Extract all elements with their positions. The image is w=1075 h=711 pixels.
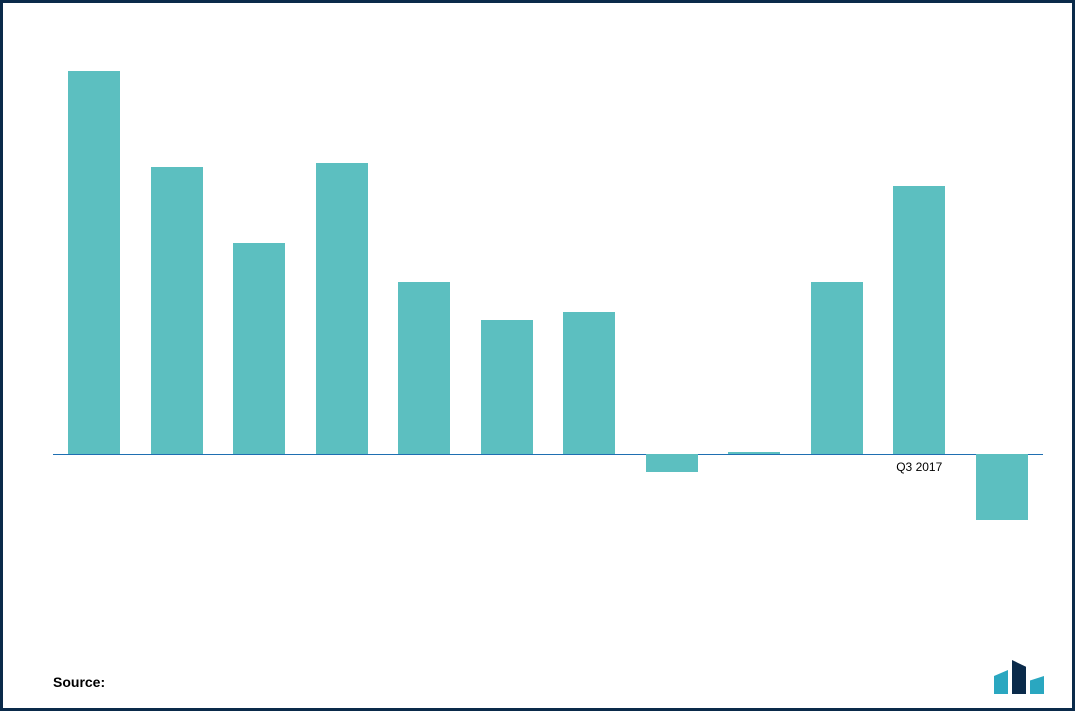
chart-plot-area: Q3 2017 (53, 63, 1043, 523)
logo-bar (994, 670, 1008, 694)
source-label: Source: (53, 674, 105, 690)
chart-bar (481, 320, 533, 454)
chart-bar (316, 163, 368, 454)
chart-bar (398, 282, 450, 454)
chart-bar (646, 454, 698, 472)
chart-x-label: Q3 2017 (896, 460, 942, 474)
logo-bar (1030, 676, 1044, 694)
source-caption: Source: (53, 674, 105, 690)
chart-bar (151, 167, 203, 454)
chart-bar (563, 312, 615, 454)
chart-frame: Q3 2017 Source: (0, 0, 1075, 711)
chart-bar (68, 71, 120, 454)
chart-baseline (53, 454, 1043, 455)
brand-logo (994, 658, 1054, 694)
chart-bar (728, 452, 780, 454)
chart-bar (233, 243, 285, 454)
chart-bar (976, 454, 1028, 520)
chart-bar (811, 282, 863, 454)
logo-bar (1012, 660, 1026, 694)
chart-bar (893, 186, 945, 454)
